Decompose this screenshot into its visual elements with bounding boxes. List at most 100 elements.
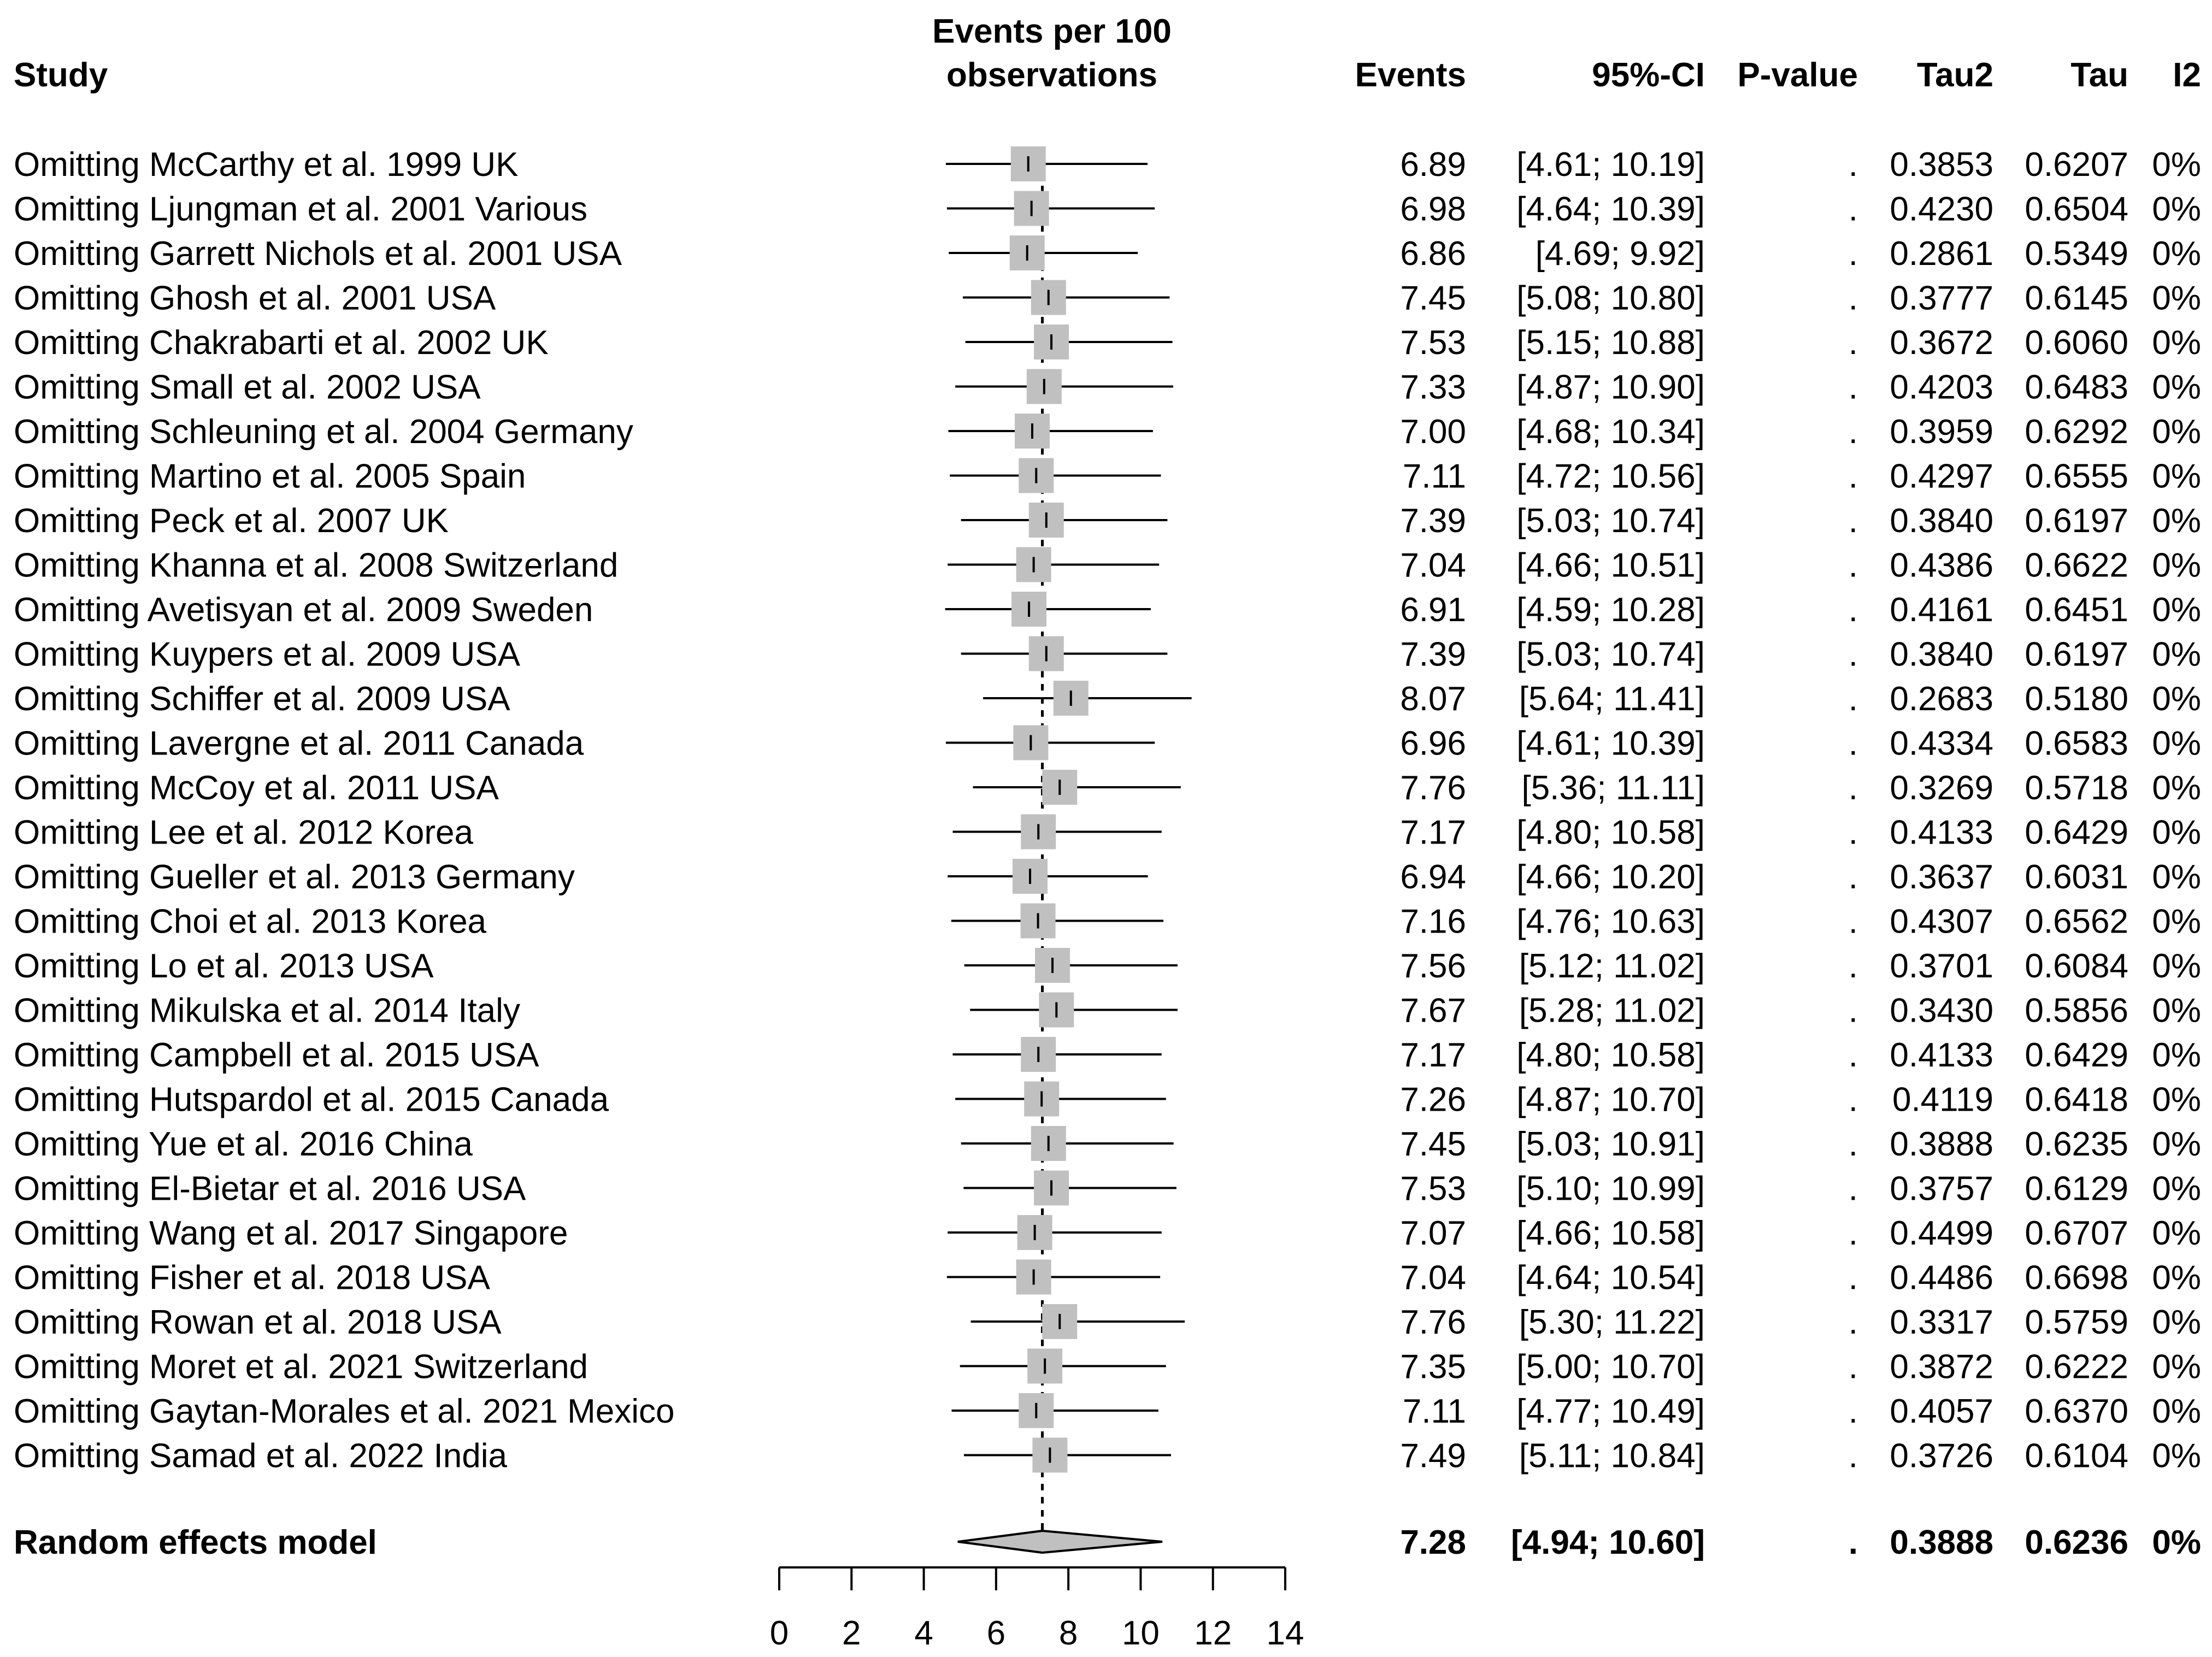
events-value: 7.45 [1400, 1125, 1466, 1163]
study-row: Omitting Wang et al. 2017 Singapore 7.07 [… [14, 1214, 2201, 1252]
tau2-value: 0.3757 [1890, 1170, 1993, 1208]
ci-value: [4.80; 10.58] [1516, 814, 1705, 852]
ci-value: [4.66; 10.51] [1516, 547, 1705, 585]
pvalue-value: . [1849, 858, 1858, 896]
header-plot-line2: observations [946, 56, 1157, 94]
study-label: Omitting Wang et al. 2017 Singapore [14, 1214, 568, 1252]
events-value: 7.56 [1400, 947, 1466, 985]
ci-value: [5.30; 11.22] [1519, 1304, 1705, 1341]
i2-value: 0% [2152, 547, 2201, 585]
ci-value: [4.87; 10.90] [1516, 369, 1705, 406]
events-value: 7.39 [1400, 502, 1466, 540]
x-tick-label: 4 [914, 1614, 933, 1652]
summary-pvalue: . [1849, 1524, 1858, 1561]
pvalue-value: . [1849, 191, 1858, 228]
pvalue-value: . [1849, 680, 1858, 718]
ci-value: [4.76; 10.63] [1516, 903, 1705, 941]
tau-value: 0.5349 [2025, 235, 2128, 273]
header-study: Study [14, 56, 108, 94]
events-value: 6.86 [1400, 235, 1466, 273]
pvalue-value: . [1849, 502, 1858, 540]
ci-value: [5.36; 11.11] [1521, 769, 1705, 807]
ci-value: [4.77; 10.49] [1516, 1393, 1705, 1430]
study-row: Omitting Lavergne et al. 2011 Canada 6.96… [14, 725, 2201, 763]
tau2-value: 0.3853 [1890, 146, 1993, 184]
x-tick-label: 0 [770, 1614, 789, 1652]
pvalue-value: . [1849, 1170, 1858, 1208]
pvalue-value: . [1849, 1081, 1858, 1119]
i2-value: 0% [2152, 280, 2201, 317]
study-row: Omitting Lo et al. 2013 USA 7.56 [5.12; 11… [14, 947, 2201, 985]
i2-value: 0% [2152, 1393, 2201, 1430]
events-value: 7.53 [1400, 1170, 1466, 1208]
events-value: 7.35 [1400, 1348, 1466, 1386]
summary-tau2: 0.3888 [1890, 1524, 1993, 1561]
events-value: 7.07 [1400, 1214, 1466, 1252]
study-label: Omitting Moret et al. 2021 Switzerland [14, 1348, 588, 1386]
tau2-value: 0.4203 [1890, 369, 1993, 406]
tau-value: 0.6235 [2025, 1125, 2128, 1163]
pvalue-value: . [1849, 146, 1858, 184]
tau-value: 0.6698 [2025, 1259, 2128, 1297]
study-label: Omitting Khanna et al. 2008 Switzerland [14, 547, 618, 585]
study-label: Omitting Peck et al. 2007 UK [14, 502, 449, 540]
summary-ci: [4.94; 10.60] [1511, 1524, 1705, 1561]
events-value: 7.16 [1400, 903, 1466, 941]
study-label: Omitting Lavergne et al. 2011 Canada [14, 725, 584, 763]
study-row: Omitting Khanna et al. 2008 Switzerland 7… [14, 547, 2201, 585]
study-label: Omitting Avetisyan et al. 2009 Sweden [14, 591, 593, 629]
pvalue-value: . [1849, 1214, 1858, 1252]
pvalue-value: . [1849, 458, 1858, 496]
study-label: Omitting Small et al. 2002 USA [14, 369, 481, 406]
ci-value: [4.87; 10.70] [1516, 1081, 1705, 1119]
ci-value: [4.61; 10.39] [1516, 725, 1705, 763]
tau2-value: 0.3840 [1890, 636, 1993, 674]
study-label: Omitting Lee et al. 2012 Korea [14, 814, 473, 852]
events-value: 6.94 [1400, 858, 1466, 896]
pvalue-value: . [1849, 1304, 1858, 1341]
events-value: 6.96 [1400, 725, 1466, 763]
events-value: 7.17 [1400, 1036, 1466, 1074]
events-value: 7.00 [1400, 413, 1466, 451]
study-label: Omitting Hutspardol et al. 2015 Canada [14, 1081, 609, 1119]
tau2-value: 0.4334 [1890, 725, 1993, 763]
study-row: Omitting Yue et al. 2016 China 7.45 [5.03;… [14, 1125, 2201, 1163]
ci-value: [5.03; 10.91] [1516, 1125, 1705, 1163]
ci-value: [4.72; 10.56] [1516, 458, 1705, 496]
study-label: Omitting Campbell et al. 2015 USA [14, 1036, 539, 1074]
tau2-value: 0.4486 [1890, 1259, 1993, 1297]
i2-value: 0% [2152, 413, 2201, 451]
i2-value: 0% [2152, 1081, 2201, 1119]
study-label: Omitting Lo et al. 2013 USA [14, 947, 434, 985]
events-value: 6.91 [1400, 591, 1466, 629]
study-row: Omitting Samad et al. 2022 India 7.49 [5.1… [14, 1437, 2201, 1475]
i2-value: 0% [2152, 146, 2201, 184]
i2-value: 0% [2152, 725, 2201, 763]
x-tick-label: 8 [1059, 1614, 1078, 1652]
i2-value: 0% [2152, 1348, 2201, 1386]
tau-value: 0.6622 [2025, 547, 2128, 585]
ci-value: [4.61; 10.19] [1516, 146, 1705, 184]
ci-value: [5.03; 10.74] [1516, 636, 1705, 674]
tau2-value: 0.3430 [1890, 992, 1993, 1030]
header-tau2: Tau2 [1917, 56, 1993, 94]
study-label: Omitting Fisher et al. 2018 USA [14, 1259, 490, 1297]
x-tick-label: 12 [1194, 1614, 1232, 1652]
tau2-value: 0.4057 [1890, 1393, 1993, 1430]
study-row: Omitting Garrett Nichols et al. 2001 USA… [14, 235, 2201, 273]
i2-value: 0% [2152, 369, 2201, 406]
i2-value: 0% [2152, 1170, 2201, 1208]
i2-value: 0% [2152, 992, 2201, 1030]
tau2-value: 0.2861 [1890, 235, 1993, 273]
tau-value: 0.6429 [2025, 1036, 2128, 1074]
i2-value: 0% [2152, 1125, 2201, 1163]
pvalue-value: . [1849, 1036, 1858, 1074]
study-row: Omitting McCoy et al. 2011 USA 7.76 [5.36;… [14, 769, 2201, 807]
pvalue-value: . [1849, 903, 1858, 941]
study-row: Omitting Moret et al. 2021 Switzerland 7.… [14, 1348, 2201, 1386]
tau-value: 0.6129 [2025, 1170, 2128, 1208]
tau2-value: 0.3637 [1890, 858, 1993, 896]
ci-value: [5.15; 10.88] [1516, 324, 1705, 362]
tau2-value: 0.4133 [1890, 814, 1993, 852]
